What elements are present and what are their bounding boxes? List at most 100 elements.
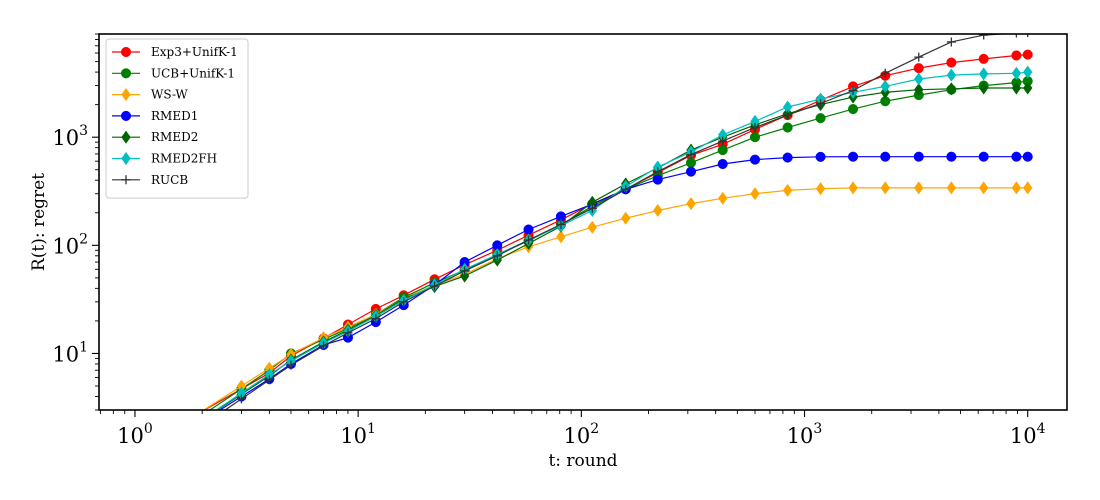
data-point [880,79,890,94]
x-tick-label: 102 [564,421,600,448]
data-point [1022,49,1033,60]
data-point [946,57,957,68]
series-line [216,87,1028,410]
y-tick-label: 101 [52,339,88,366]
data-point [587,203,597,213]
data-point [1022,81,1033,95]
data-point [718,136,728,146]
legend-marker [121,151,131,166]
data-point [523,224,534,235]
data-point [946,181,957,195]
data-point [1011,50,1022,61]
data-point [686,196,696,211]
data-point [815,151,826,162]
series-rmed1 [218,151,1033,410]
legend-item-rmed1: RMED1 [112,109,198,123]
data-point [653,167,663,177]
data-point [556,219,566,229]
data-point [816,98,826,108]
data-point [946,82,957,96]
legend-item-rmed2: RMED2 [112,130,198,144]
data-point [914,181,924,195]
data-point [978,53,989,64]
y-tick-label: 102 [52,231,88,258]
series-line [208,80,1028,410]
legend-item-exp3-unifk-1: Exp3+UnifK-1 [112,45,238,59]
legend-marker [120,68,132,79]
legend-item-rucb: RUCB [112,173,188,187]
data-point [686,150,696,160]
data-point [914,83,924,97]
data-point [750,122,760,132]
y-axis-title: R(t): regret [29,173,49,271]
legend-label: UCB+UnifK-1 [151,66,235,80]
data-point [492,251,502,261]
series-line [202,187,1028,410]
data-point [718,191,728,205]
x-tick-label: 100 [117,421,153,448]
data-point [880,68,890,78]
data-point [399,297,409,307]
legend-label: RMED2FH [151,152,217,166]
legend-label: WS-W [151,88,188,102]
legend-label: Exp3+UnifK-1 [151,45,238,59]
data-point [979,34,989,40]
legend-item-ws-w: WS-W [112,88,188,102]
legend-item-ucb-unifk-1: UCB+UnifK-1 [112,66,235,80]
data-point [782,183,793,198]
legend-item-rmed2fh: RMED2FH [112,152,217,166]
legend-marker [121,87,131,102]
data-point [717,158,728,170]
data-point [717,145,728,156]
data-point [524,235,534,245]
data-point [621,184,631,194]
data-point [978,81,989,95]
data-point [782,152,793,163]
data-point [848,181,858,195]
legend-box [105,38,249,199]
data-point [1022,181,1033,195]
data-point [1027,34,1029,37]
data-point [914,72,924,86]
series-line [224,34,1011,410]
data-point [1022,151,1033,162]
data-point [264,375,274,385]
legend-label: RMED2 [151,130,198,144]
data-point [653,203,663,218]
data-point [1015,34,1018,38]
data-point [652,174,663,185]
data-point [459,269,470,283]
data-point [848,151,859,162]
data-point [236,394,246,404]
data-point [783,110,793,120]
legend-label: RMED1 [151,109,198,123]
data-point [880,151,891,162]
data-point [1011,181,1022,195]
data-point [343,328,353,338]
data-point [587,220,598,234]
data-point [848,86,858,96]
data-point [946,151,957,162]
legend-marker [121,175,131,185]
legend-marker [121,130,131,144]
series-layer [202,34,1033,410]
data-point [782,122,793,133]
data-point [815,182,826,196]
data-point [556,230,566,244]
data-point [460,266,470,276]
legend-marker [120,110,132,121]
legend: Exp3+UnifK-1 UCB+UnifK-1 WS-W RMED1 RMED2 RME… [105,38,249,199]
series-line [218,156,1028,410]
data-point [978,181,989,195]
y-tick-label: 103 [52,123,88,150]
data-point [946,37,956,47]
data-point [880,181,890,195]
data-point [430,281,440,291]
data-point [620,211,631,225]
data-point [848,104,859,115]
data-point [749,132,761,143]
data-point [913,63,924,74]
data-point [946,68,957,82]
data-point [978,151,989,162]
